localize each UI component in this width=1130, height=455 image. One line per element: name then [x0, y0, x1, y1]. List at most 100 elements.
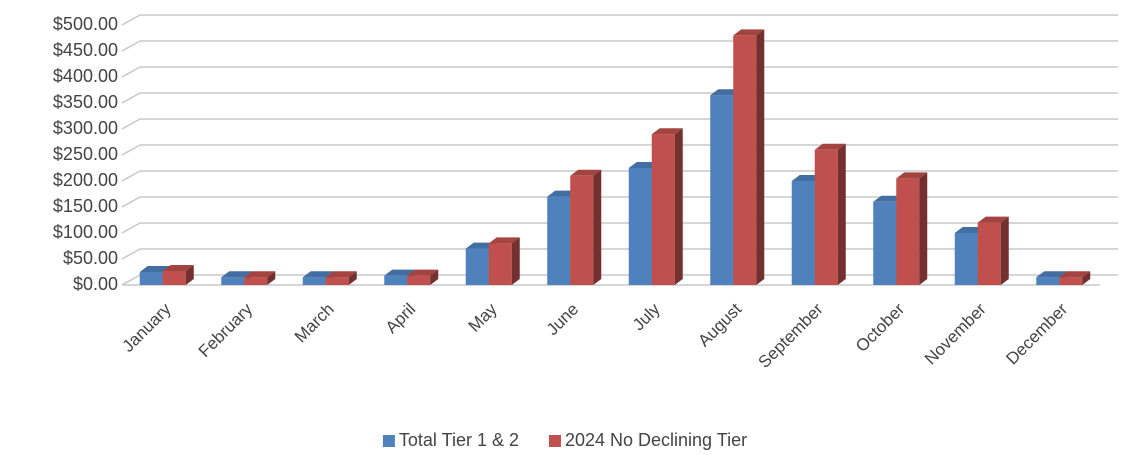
bar-side: [1000, 216, 1009, 285]
bar: [733, 29, 765, 286]
bar-top: [488, 237, 520, 244]
bar-front: [465, 248, 489, 285]
grid-line: [121, 118, 1118, 130]
bar: [814, 143, 846, 285]
bar-front: [733, 35, 757, 286]
bar-top: [139, 266, 171, 272]
bar: [488, 237, 520, 285]
bar-front: [814, 149, 838, 285]
x-tick-label: July: [629, 299, 664, 334]
bar-top: [733, 29, 765, 36]
bar-top: [162, 264, 194, 271]
y-tick-label: $450.00: [53, 40, 118, 60]
bar-side: [430, 269, 439, 285]
bar-top: [570, 169, 602, 176]
bar-front: [302, 277, 326, 285]
bar-top: [302, 271, 334, 278]
grid-line: [121, 196, 1118, 208]
x-tick-label: March: [291, 300, 338, 347]
bar-front: [162, 270, 186, 285]
bar-front: [977, 222, 1001, 285]
bar: [162, 264, 194, 285]
bar-front: [896, 178, 920, 285]
x-tick-label: September: [755, 299, 827, 371]
bar-front: [570, 175, 594, 285]
bar-side: [919, 172, 928, 285]
bar-side: [348, 271, 357, 285]
bar-front: [221, 277, 245, 285]
grid-line: [121, 144, 1118, 156]
bar-front: [710, 95, 734, 285]
bar-top: [221, 271, 253, 278]
bar-top: [1059, 271, 1091, 278]
grid-line: [121, 170, 1118, 182]
grid-line: [121, 92, 1118, 104]
y-tick-label: $350.00: [53, 92, 118, 112]
x-tick-label: April: [382, 300, 419, 337]
bar: [896, 172, 928, 285]
bar-front: [628, 168, 652, 285]
bar-top: [977, 216, 1009, 223]
y-tick-label: $200.00: [53, 170, 118, 190]
x-tick-label: December: [1002, 299, 1071, 368]
legend-label: Total Tier 1 & 2: [399, 430, 519, 450]
x-tick-label: May: [465, 299, 501, 335]
y-tick-label: $500.00: [53, 14, 118, 34]
bar-top: [244, 271, 276, 278]
bar-front: [547, 196, 571, 285]
bar-side: [593, 169, 602, 285]
bar-front: [325, 277, 349, 285]
x-tick-label: October: [852, 299, 908, 355]
bar-front: [384, 275, 408, 285]
y-tick-label: $250.00: [53, 144, 118, 164]
y-tick-label: $100.00: [53, 222, 118, 242]
bar: [651, 128, 683, 285]
bar-front: [1036, 277, 1060, 285]
bar-front: [1059, 277, 1083, 285]
bar-side: [185, 264, 194, 285]
legend-swatch: [382, 435, 395, 447]
legend-swatch: [548, 435, 561, 447]
bar-top: [814, 143, 846, 150]
bar-side: [837, 143, 846, 285]
x-tick-label: November: [921, 299, 990, 368]
bar-side: [267, 271, 276, 285]
grid-line: [121, 66, 1118, 78]
bar-front: [488, 243, 512, 285]
x-tick-label: June: [543, 300, 583, 340]
grid-line: [121, 14, 1118, 26]
x-tick-label: February: [195, 299, 257, 361]
x-tick-label: January: [119, 299, 176, 356]
legend-label: 2024 No Declining Tier: [565, 430, 747, 450]
bar-top: [1036, 271, 1068, 278]
bar-front: [954, 233, 978, 285]
bar-side: [674, 128, 683, 285]
bar-front: [407, 275, 431, 285]
bar: [407, 269, 439, 285]
bar-side: [511, 237, 520, 285]
y-tick-label: $150.00: [53, 196, 118, 216]
bar-front: [791, 181, 815, 285]
bar-top: [651, 128, 683, 135]
x-tick-label: August: [694, 299, 745, 350]
bar-front: [244, 277, 268, 285]
legend: Total Tier 1 & 2 2024 No Declining Tier: [382, 430, 747, 450]
bar-front: [139, 272, 163, 285]
bar-top: [407, 269, 439, 276]
y-tick-label: $0.00: [73, 274, 118, 294]
bar: [325, 271, 357, 285]
y-tick-label: $300.00: [53, 118, 118, 138]
bar-side: [1082, 271, 1091, 285]
bar: [977, 216, 1009, 285]
bar: [244, 271, 276, 285]
bar: [1059, 271, 1091, 285]
bar-top: [384, 269, 416, 276]
y-tick-label: $50.00: [63, 248, 118, 268]
bar-top: [325, 271, 357, 278]
bar-front: [651, 134, 675, 285]
y-tick-label: $400.00: [53, 66, 118, 86]
bar-front: [873, 201, 897, 285]
grid-line: [121, 40, 1118, 52]
bar-side: [756, 29, 765, 286]
